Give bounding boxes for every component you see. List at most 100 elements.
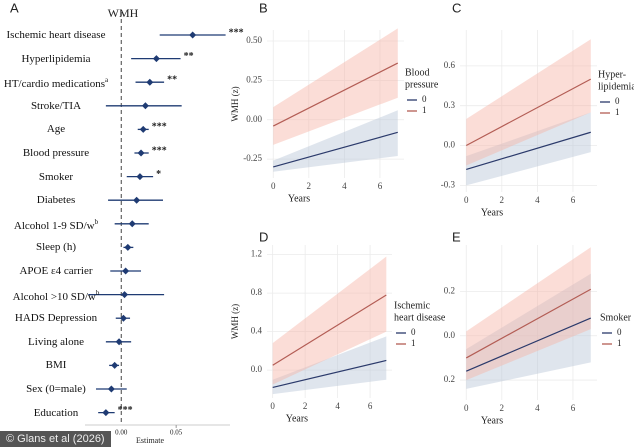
x-tick-label: 2 <box>500 403 505 413</box>
legend-label: 0 <box>615 96 620 106</box>
confidence-ribbon <box>272 336 387 395</box>
x-axis-label: Years <box>481 415 503 426</box>
estimate-point <box>133 196 141 204</box>
y-tick-label: 0.4 <box>251 326 263 336</box>
panel-label: B <box>259 0 268 15</box>
row-label-text: Stroke/TIA <box>30 99 82 112</box>
y-tick-label: 0.0 <box>444 330 456 340</box>
row-label-text: Living alone <box>28 335 84 348</box>
estimate-point <box>141 102 149 110</box>
legend-title: Smoker <box>600 312 632 323</box>
y-tick-label: 0.50 <box>246 35 262 45</box>
estimate-point <box>115 338 123 346</box>
x-tick-label: 0 <box>270 401 275 411</box>
y-axis-label: WMH (z) <box>230 304 240 339</box>
x-tick-label: 4 <box>335 401 340 411</box>
y-axis-label: WMH (z) <box>230 86 240 121</box>
row-label: HADS Depression <box>0 312 112 324</box>
row-label: Stroke/TIA <box>0 100 112 112</box>
y-tick-label: -0.25 <box>243 153 262 163</box>
x-tick-label: 0 <box>271 181 276 191</box>
legend-title: pressure <box>405 79 439 90</box>
panel-label: A <box>10 0 19 15</box>
x-tick-label: 6 <box>571 403 576 413</box>
estimate-point <box>128 220 136 228</box>
row-label-text: Age <box>46 123 66 136</box>
row-label-text: Blood pressure <box>22 147 90 159</box>
y-tick-label: -0.3 <box>441 179 456 189</box>
row-label: Alcohol 1-9 SD/wb <box>0 216 112 232</box>
row-label: Alcohol >10 SD/wb <box>0 287 112 303</box>
y-tick-label: 0.00 <box>246 114 262 124</box>
y-tick-label: 0.25 <box>246 74 262 84</box>
significance: ** <box>184 51 194 62</box>
legend-label: 0 <box>422 94 427 104</box>
row-label-text: Ischemic heart disease <box>6 29 106 41</box>
y-tick-label: 0.8 <box>251 287 263 297</box>
x-axis-label: Years <box>288 193 310 204</box>
trend-line <box>465 288 592 359</box>
estimate-point <box>121 291 129 299</box>
row-label-text: Alcohol 1-9 SD/w <box>13 219 95 232</box>
trend-line <box>272 359 387 388</box>
row-label: BMI <box>0 359 112 371</box>
row-label-text: BMI <box>45 359 67 372</box>
confidence-ribbon <box>466 247 591 381</box>
copyright: © Glans et al (2026) <box>0 431 111 447</box>
estimate-point <box>119 314 127 322</box>
estimate-point <box>137 149 145 157</box>
row-label-text: HADS Depression <box>14 312 98 325</box>
estimate-point <box>139 125 147 133</box>
row-label: Blood pressure <box>0 147 112 159</box>
x-axis-label: Years <box>286 413 308 424</box>
estimate-point <box>136 173 144 181</box>
legend-label: 1 <box>615 107 620 117</box>
row-label: Smoker <box>0 171 112 183</box>
row-label-text: Sleep (h) <box>35 241 76 254</box>
row-label: APOE ε4 carrier <box>0 265 112 277</box>
y-tick-label: 0.6 <box>444 60 456 70</box>
y-tick-label: 0.2 <box>444 374 455 384</box>
estimate-point <box>107 385 115 393</box>
legend-label: 1 <box>411 338 416 348</box>
trend-line <box>466 131 591 171</box>
x-tick-label: 4 <box>342 181 347 191</box>
footnote-mark: a <box>105 76 109 85</box>
row-label-text: Sex (0=male) <box>26 383 86 395</box>
confidence-ribbon <box>273 110 398 172</box>
trend-line <box>272 62 399 127</box>
row-label-text: Smoker <box>38 170 74 183</box>
row-label-text: Education <box>33 406 79 419</box>
chart-title: WMH <box>108 6 139 20</box>
legend-title: Blood <box>405 67 429 78</box>
row-label-text: APOE ε4 carrier <box>19 265 93 277</box>
x-tick-label: 0.05 <box>170 429 183 437</box>
x-tick-label: 0 <box>464 195 469 205</box>
x-tick-label: 0.00 <box>115 429 128 437</box>
estimate-point <box>146 78 154 86</box>
confidence-ribbon <box>466 273 591 389</box>
y-tick-label: 0.3 <box>444 100 456 110</box>
confidence-ribbon <box>466 39 591 166</box>
legend-label: 1 <box>422 105 427 115</box>
significance: *** <box>229 27 244 38</box>
estimate-point <box>124 243 132 251</box>
row-label: Diabetes <box>0 194 112 206</box>
x-tick-label: 0 <box>464 403 469 413</box>
x-axis-label: Years <box>481 207 503 218</box>
x-tick-label: 2 <box>500 195 505 205</box>
row-label: Hyperlipidemia <box>0 53 112 65</box>
estimate-point <box>102 409 110 417</box>
row-label: Education <box>0 407 112 419</box>
significance: ** <box>167 74 177 85</box>
y-tick-label: 0.2 <box>444 286 455 296</box>
estimate-point <box>111 361 119 369</box>
estimate-point <box>122 267 130 275</box>
row-label-text: Diabetes <box>36 194 76 207</box>
legend-label: 0 <box>411 327 416 337</box>
x-tick-label: 6 <box>368 401 373 411</box>
y-tick-label: 0.0 <box>444 140 456 150</box>
row-label: Ischemic heart disease <box>0 29 112 41</box>
row-label: Sex (0=male) <box>0 383 112 395</box>
